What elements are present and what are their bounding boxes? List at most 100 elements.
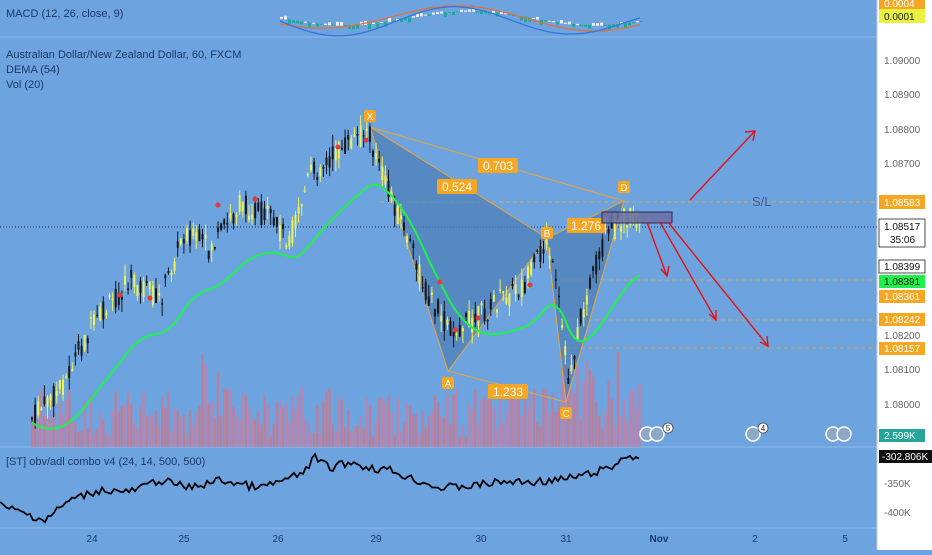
- flag-icon[interactable]: [836, 426, 852, 442]
- candle-body: [601, 239, 604, 257]
- arrow-up-head: [744, 130, 756, 142]
- flag-icon[interactable]: [649, 426, 665, 442]
- volume-bar: [291, 395, 294, 447]
- obv-label: [ST] obv/adl combo v4 (24, 14, 500, 500): [6, 456, 205, 468]
- candle-body: [322, 167, 325, 169]
- volume-bar: [148, 414, 151, 447]
- candle-body: [554, 278, 557, 281]
- macd-hist-bar: [424, 14, 427, 16]
- macd-hist-bar: [500, 10, 503, 14]
- obv-line: [0, 452, 640, 524]
- candle-body: [536, 250, 539, 252]
- candle-body: [77, 341, 80, 350]
- time-axis[interactable]: 24 25 26 29 30 31 Nov 2 5: [86, 534, 848, 545]
- macd-hist-bar: [388, 17, 391, 22]
- candle-body: [229, 213, 232, 219]
- candle-body: [486, 319, 489, 322]
- macd-hist-bar: [392, 20, 395, 22]
- volume-bar: [498, 389, 502, 447]
- flag-icon[interactable]: [745, 426, 761, 442]
- macd-hist-bar: [428, 14, 431, 16]
- volume-bar: [192, 424, 195, 447]
- y-tick-label: 1.08900: [884, 90, 921, 101]
- candle-body: [461, 328, 464, 332]
- obv-pane[interactable]: [ST] obv/adl combo v4 (24, 14, 500, 500): [0, 452, 640, 524]
- signal-dot: [252, 196, 258, 202]
- candle-body: [368, 126, 371, 142]
- macd-hist-bar: [412, 16, 415, 18]
- candle-body: [613, 219, 616, 239]
- entry-zone-box[interactable]: [601, 211, 673, 224]
- volume-bar: [266, 404, 269, 447]
- candle-body: [37, 401, 40, 416]
- candle-body: [235, 214, 238, 217]
- signal-markers: [117, 137, 533, 333]
- volume-bar: [250, 417, 254, 447]
- price-tag-6-text: 1.08242: [884, 315, 921, 326]
- harmonic-pattern[interactable]: [369, 125, 625, 403]
- macd-hist-bar: [640, 20, 643, 22]
- candle-body: [589, 277, 591, 289]
- macd-hist-bar: [628, 22, 631, 26]
- candle-body: [220, 223, 223, 230]
- ratio-xab-box: [437, 179, 477, 194]
- volume-bar: [588, 369, 592, 447]
- candle-body: [424, 281, 427, 301]
- macd-hist-bar: [340, 22, 343, 26]
- candle-body: [207, 250, 210, 259]
- volume-bar: [353, 425, 356, 447]
- macd-hist-bar: [592, 22, 595, 26]
- macd-hist-bar: [584, 24, 587, 27]
- volume-bar: [461, 425, 465, 447]
- volume-bar: [61, 415, 65, 447]
- event-count-badge: [662, 422, 674, 434]
- candle-body: [356, 134, 359, 136]
- point-d-box: [618, 181, 630, 193]
- ratio-bcd: 1.276: [571, 219, 601, 233]
- volume-bar: [340, 400, 344, 447]
- volume-bar: [477, 424, 480, 447]
- volume-bar: [635, 407, 638, 447]
- candle-body: [170, 272, 173, 275]
- candle-body: [124, 276, 126, 285]
- candle-body: [359, 125, 362, 147]
- candle-body: [319, 167, 322, 177]
- macd-hist-bar: [420, 12, 423, 17]
- macd-hist-bar: [324, 23, 327, 26]
- candle-body: [182, 239, 185, 244]
- stop-loss-label: S/L: [752, 194, 772, 209]
- volume-bar: [83, 401, 86, 447]
- candle-body: [155, 288, 157, 303]
- candle-body: [520, 279, 523, 297]
- volume-bar: [185, 434, 189, 447]
- event-icons[interactable]: 5 4: [639, 422, 852, 442]
- x-tick-label: 26: [272, 534, 284, 545]
- x-tick-label: 29: [370, 534, 382, 545]
- macd-hist-bar: [460, 9, 463, 12]
- volume-bar: [89, 394, 93, 447]
- macd-pane[interactable]: MACD (12, 26, close, 9): [6, 5, 643, 37]
- candle-body: [393, 204, 396, 216]
- candle-body: [384, 175, 387, 185]
- macd-hist-bar: [416, 13, 419, 18]
- volume-bar: [607, 380, 610, 447]
- point-c-box: [560, 407, 572, 419]
- macd-hist-bar: [376, 22, 379, 28]
- signal-dot: [475, 315, 481, 321]
- volume-bar: [120, 405, 124, 447]
- macd-axis-label: 0.0004: [884, 0, 915, 10]
- volume-bar: [585, 361, 589, 447]
- signal-dot: [117, 292, 123, 298]
- volume-bar: [114, 391, 117, 447]
- candle-body: [291, 220, 294, 243]
- price-axis[interactable]: 0.0004 0.0001 1.09000 1.08900 1.08800 1.…: [878, 0, 932, 519]
- candle-body: [158, 292, 161, 296]
- volume-bar: [80, 430, 83, 447]
- candle-body: [210, 244, 213, 251]
- volume-bar: [334, 432, 337, 447]
- time-axis-background: [0, 528, 877, 550]
- volume-bar: [371, 435, 375, 447]
- candle-body: [548, 255, 551, 260]
